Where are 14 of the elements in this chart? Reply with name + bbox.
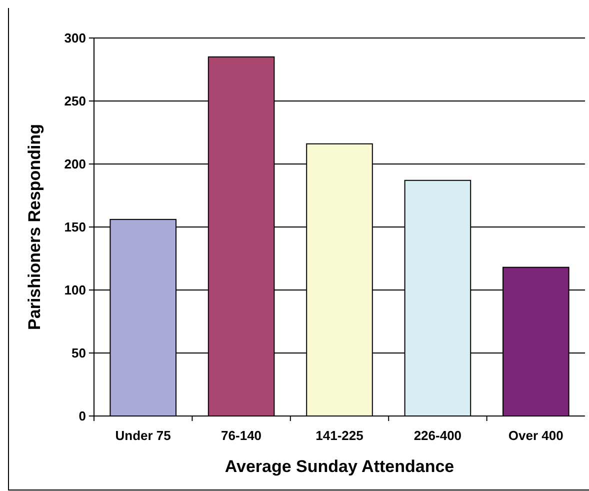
x-tick-label: Under 75 bbox=[115, 428, 171, 443]
y-tick-label: 150 bbox=[64, 220, 86, 235]
x-tick-label: 226-400 bbox=[414, 428, 462, 443]
x-tick-label: 76-140 bbox=[221, 428, 262, 443]
y-axis-title: Parishioners Responding bbox=[25, 124, 44, 330]
y-tick-label: 50 bbox=[72, 346, 86, 361]
x-tick-label: Over 400 bbox=[508, 428, 564, 443]
y-tick-label: 250 bbox=[64, 94, 86, 109]
y-tick-label: 0 bbox=[78, 408, 86, 424]
x-axis-title: Average Sunday Attendance bbox=[224, 457, 454, 476]
y-tick-label: 300 bbox=[64, 30, 86, 46]
y-tick-label: 100 bbox=[64, 282, 86, 298]
y-tick-label: 200 bbox=[64, 156, 86, 172]
x-tick-label: 141-225 bbox=[316, 428, 364, 443]
